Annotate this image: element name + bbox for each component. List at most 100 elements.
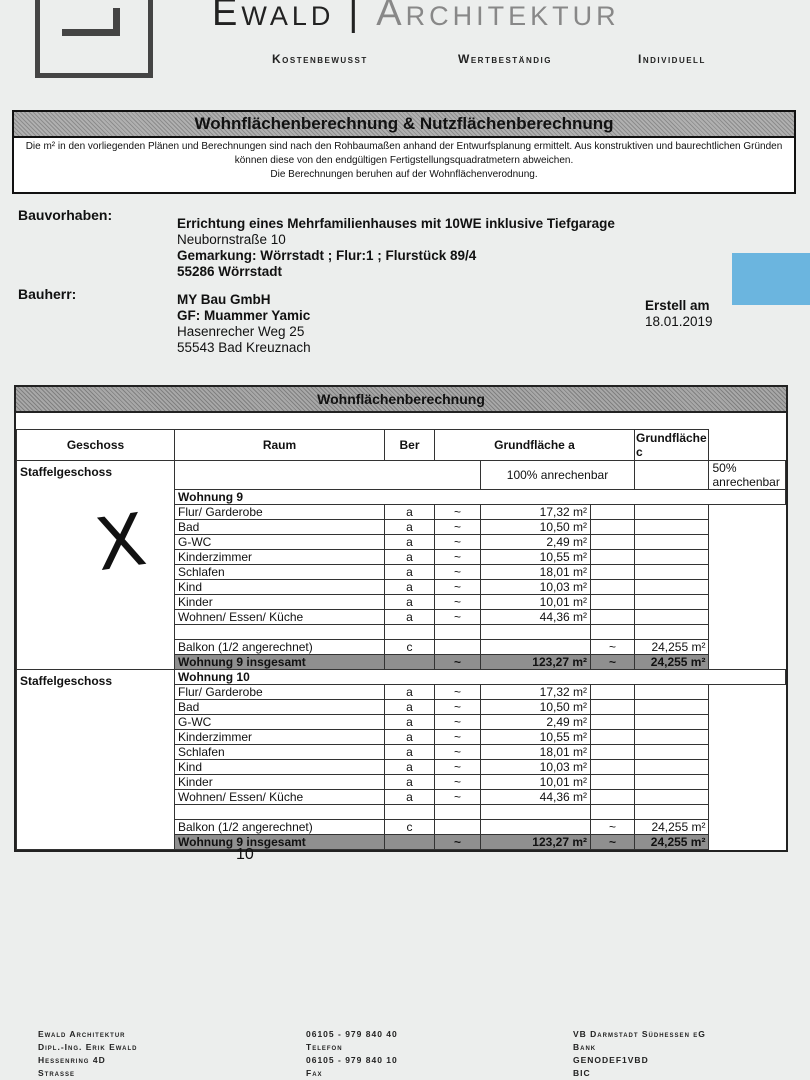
table-row: Schlafen a ~18,01 m² [17,744,786,760]
col-grundflaeche-a: Grundfläche a [434,429,635,461]
cell [590,549,635,565]
room-area-a: 17,32 m² [480,504,591,520]
cell [590,624,635,640]
cell [384,624,435,640]
footer-line: Hessenring 4D [38,1055,106,1065]
cell [633,699,710,715]
room-name: Flur/ Garderobe [174,684,385,700]
client-street: Hasenrecher Weg 25 [177,324,305,339]
cell [633,624,710,640]
approx-sign: ~ [434,729,481,745]
disclaimer-line: Die Berechnungen beruhen auf der Wohnflä… [270,169,538,180]
cell [590,534,635,550]
approx-sign: ~ [434,549,481,565]
col-ber: Ber [384,429,435,461]
cell [633,789,710,805]
balcony-name: Balkon (1/2 angerechnet) [174,819,385,835]
cell [590,684,635,700]
unit-total-a: 123,27 m² [480,834,591,850]
cell [633,774,710,790]
cell [633,519,710,535]
cell [590,564,635,580]
unit-total-c: 24,255 m² [633,834,710,850]
cell [633,460,710,490]
room-name: Kinder [174,594,385,610]
cell [590,759,635,775]
cell [480,819,591,835]
room-name: Wohnen/ Essen/ Küche [174,789,385,805]
approx-sign: ~ [434,834,481,850]
balcony-row: Balkon (1/2 angerechnet) c ~24,255 m² [17,639,786,655]
footer-line: Telefon [306,1042,343,1052]
brand-name: Ewald | Architektur [212,0,620,35]
cell [590,744,635,760]
approx-sign: ~ [434,579,481,595]
room-name: Bad [174,699,385,715]
room-category: a [384,594,435,610]
unit-header-row: Staffelgeschoss Wohnung 10 [16,669,786,850]
room-name: Kinder [174,774,385,790]
cell [590,504,635,520]
cell [633,579,710,595]
approx-sign: ~ [590,654,635,670]
cell [174,804,385,820]
approx-sign: ~ [434,714,481,730]
room-category: a [384,504,435,520]
floor-label: Staffelgeschoss [16,669,175,850]
client-label: Bauherr: [18,286,77,302]
cell [384,834,435,850]
cell [633,534,710,550]
created-date: 18.01.2019 [645,314,713,329]
created-label: Erstell am [645,298,710,313]
cell [590,519,635,535]
room-area-a: 44,36 m² [480,789,591,805]
room-area-a: 10,03 m² [480,579,591,595]
cell [633,714,710,730]
room-area-a: 10,01 m² [480,594,591,610]
disclaimer-line: Die m² in den vorliegenden Plänen und Be… [25,141,783,152]
balcony-area-c: 24,255 m² [633,819,710,835]
logo-mark [62,8,120,36]
room-name: Schlafen [174,744,385,760]
cell [590,594,635,610]
approx-sign: ~ [434,759,481,775]
brand-right: Architektur [376,0,620,34]
cell [434,624,481,640]
room-area-a: 10,50 m² [480,699,591,715]
room-category: a [384,549,435,565]
approx-sign: ~ [434,504,481,520]
room-area-a: 10,55 m² [480,729,591,745]
table-row: Kinder a ~10,01 m² [17,774,786,790]
cell [633,609,710,625]
approx-sign: ~ [434,594,481,610]
title-box: Wohnflächenberechnung & Nutzflächenberec… [12,110,796,194]
cell [633,594,710,610]
approx-sign: ~ [590,819,635,835]
col-geschoss: Geschoss [16,429,175,461]
area-table: Wohnflächenberechnung Geschoss Raum Ber … [14,385,788,852]
grundflaeche-c-subtitle: 50% anrechenbar [708,460,786,490]
table-title: Wohnflächenberechnung [16,387,786,413]
blue-sticky-note [732,253,810,305]
room-name: Schlafen [174,564,385,580]
cell [633,744,710,760]
room-category: a [384,534,435,550]
unit-total-c: 24,255 m² [633,654,710,670]
unit-total-a: 123,27 m² [480,654,591,670]
room-name: Kinderzimmer [174,549,385,565]
room-category: a [384,699,435,715]
footer-phone: 06105 - 979 840 40 Telefon 06105 - 979 840… [306,1028,398,1080]
approx-sign: ~ [434,654,481,670]
cell [590,729,635,745]
room-name: Wohnen/ Essen/ Küche [174,609,385,625]
cell [633,549,710,565]
total-row: Wohnung 9 insgesamt ~123,27 m² ~24,255 m² [17,654,786,670]
room-category: a [384,789,435,805]
footer-bank: VB Darmstadt Südhessen eG Bank GENODEF1VBD… [573,1028,706,1080]
client-name: MY Bau GmbH [177,292,271,307]
room-area-a: 2,49 m² [480,714,591,730]
cell [434,819,481,835]
cell [590,804,635,820]
room-area-a: 2,49 m² [480,534,591,550]
room-area-a: 10,03 m² [480,759,591,775]
